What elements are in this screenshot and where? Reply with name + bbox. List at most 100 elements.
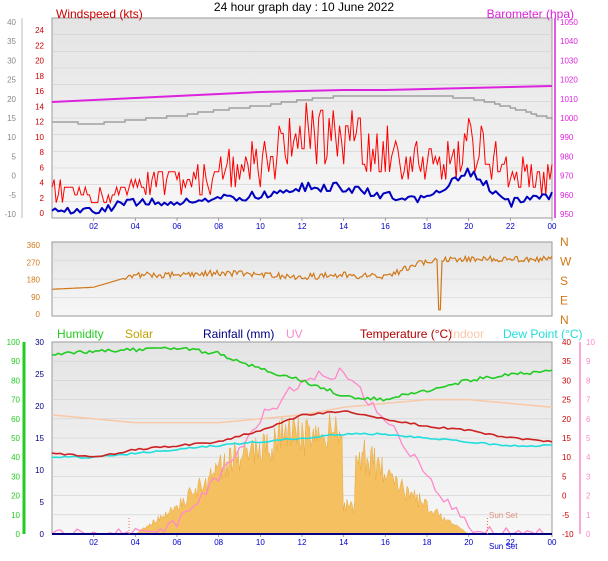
- rain-tick-label: 30: [35, 338, 44, 347]
- rain-tick-label: 10: [35, 466, 44, 475]
- wind-gust-line: [51, 102, 553, 205]
- uv-tick-label: 7: [586, 396, 591, 405]
- wind-x-tick-label: 06: [173, 222, 182, 231]
- temperature-tick-label: 5: [562, 472, 567, 481]
- humidity-tick-label: 80: [11, 376, 20, 385]
- rain-tick-label: 0: [40, 530, 45, 539]
- wind-outer-tick-label: 20: [7, 95, 16, 104]
- wind-outer-tick-label: 30: [7, 56, 16, 65]
- uv-tick-label: 8: [586, 376, 591, 385]
- humidity-tick-label: 40: [11, 453, 20, 462]
- barometer-tick-label: 1030: [560, 56, 578, 65]
- solar-label: Solar: [125, 327, 153, 341]
- barometer-tick-label: 950: [560, 210, 574, 219]
- direction-tick-label: 270: [27, 258, 41, 267]
- sunset-x-annotation: Sun Set: [489, 542, 518, 551]
- humidity-tick-label: 0: [16, 530, 21, 539]
- weather-x-tick-label: 20: [464, 538, 473, 547]
- rain-label: Rainfall (mm): [203, 327, 274, 341]
- wind-y-tick-label: 10: [35, 133, 44, 142]
- dewpoint-line: [51, 432, 552, 459]
- weather-x-tick-label: 02: [89, 538, 98, 547]
- humidity-tick-label: 100: [7, 338, 21, 347]
- weather-x-tick-label: 08: [214, 538, 223, 547]
- wind-x-tick-label: 08: [214, 222, 223, 231]
- barometer-line: [51, 85, 553, 103]
- weather-x-tick-label: 06: [173, 538, 182, 547]
- compass-label: N: [560, 313, 569, 327]
- wind-outer-tick-label: 10: [7, 133, 16, 142]
- wind-y-tick-label: 4: [40, 179, 45, 188]
- weather-x-tick-label: 10: [256, 538, 265, 547]
- temperature-tick-label: 40: [562, 338, 571, 347]
- wind-y-tick-label: 12: [35, 118, 44, 127]
- temperature-tick-label: 35: [562, 357, 571, 366]
- weather-x-tick-label: 00: [548, 538, 557, 547]
- uv-tick-label: 9: [586, 357, 591, 366]
- uv-tick-label: 2: [586, 492, 591, 501]
- humidity-label: Humidity: [57, 327, 104, 341]
- wind-y-tick-label: 14: [35, 102, 44, 111]
- temperature-tick-label: -5: [562, 511, 570, 520]
- wind-outer-tick-label: 40: [7, 18, 16, 27]
- wind-outer-tick-label: -10: [4, 210, 16, 219]
- temperature-label: Temperature (°C): [360, 327, 452, 341]
- wind-y-tick-label: 20: [35, 57, 44, 66]
- temperature-tick-label: 20: [562, 415, 571, 424]
- uv-tick-label: 0: [586, 530, 591, 539]
- wind-y-tick-label: 2: [40, 194, 45, 203]
- temperature-line: [51, 410, 553, 458]
- wind-outer-tick-label: -5: [9, 191, 17, 200]
- wind-y-tick-label: 24: [35, 26, 44, 35]
- wind-x-tick-label: 18: [423, 222, 432, 231]
- wind-direction-line: [51, 254, 553, 311]
- rain-tick-label: 5: [40, 498, 45, 507]
- rain-tick-label: 25: [35, 370, 44, 379]
- wind-x-tick-label: 10: [256, 222, 265, 231]
- wind-x-tick-label: 04: [131, 222, 140, 231]
- uv-tick-label: 10: [586, 338, 595, 347]
- humidity-line: [51, 346, 553, 402]
- humidity-tick-label: 50: [11, 434, 20, 443]
- weather-x-tick-label: 12: [298, 538, 307, 547]
- sunset-annotation: Sun Set: [489, 511, 518, 520]
- weather-x-tick-label: 16: [381, 538, 390, 547]
- temperature-tick-label: 25: [562, 396, 571, 405]
- compass-label: E: [560, 294, 568, 308]
- wind-outer-tick-label: 0: [12, 172, 17, 181]
- wind-x-tick-label: 16: [381, 222, 390, 231]
- barometer-tick-label: 970: [560, 172, 574, 181]
- direction-tick-label: 0: [36, 310, 41, 319]
- humidity-tick-label: 10: [11, 511, 20, 520]
- pressure-trace-line: [52, 95, 553, 125]
- wind-y-tick-label: 0: [40, 209, 45, 218]
- wind-y-tick-label: 6: [40, 163, 45, 172]
- wind-outer-tick-label: 25: [7, 76, 16, 85]
- compass-label: W: [560, 255, 572, 269]
- indoor-label: Indoor: [450, 327, 484, 341]
- wind-x-tick-label: 20: [464, 222, 473, 231]
- weather-x-tick-label: 04: [131, 538, 140, 547]
- wind-y-tick-label: 8: [40, 148, 45, 157]
- rain-tick-label: 20: [35, 402, 44, 411]
- windspeed-label: Windspeed (kts): [56, 7, 143, 21]
- temperature-tick-label: 30: [562, 376, 571, 385]
- humidity-tick-label: 20: [11, 492, 20, 501]
- humidity-tick-label: 30: [11, 472, 20, 481]
- humidity-tick-label: 90: [11, 357, 20, 366]
- wind-y-tick-label: 22: [35, 41, 44, 50]
- barometer-tick-label: 1050: [560, 18, 578, 27]
- compass-label: S: [560, 274, 568, 288]
- weather-x-tick-label: 14: [339, 538, 348, 547]
- uv-tick-label: 3: [586, 472, 591, 481]
- wind-x-tick-label: 22: [506, 222, 515, 231]
- barometer-tick-label: 1040: [560, 37, 578, 46]
- barometer-tick-label: 1010: [560, 95, 578, 104]
- temperature-tick-label: 10: [562, 453, 571, 462]
- barometer-tick-label: 1000: [560, 114, 578, 123]
- wind-x-tick-label: 02: [89, 222, 98, 231]
- page-title: 24 hour graph day : 10 June 2022: [213, 0, 395, 14]
- direction-tick-label: 180: [27, 276, 41, 285]
- rain-tick-label: 15: [35, 434, 44, 443]
- weather-x-tick-label: 18: [423, 538, 432, 547]
